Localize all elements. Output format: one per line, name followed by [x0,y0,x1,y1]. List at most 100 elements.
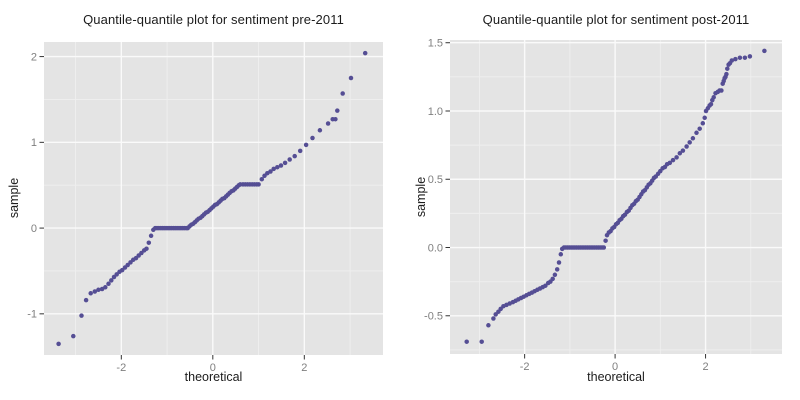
data-points [464,48,767,344]
x-tick-label: -2 [116,362,126,374]
y-axis-label: sample [414,176,428,218]
x-tick-label: 2 [301,362,307,374]
data-point [708,101,714,107]
data-point [543,283,548,288]
y-tick-label: 0.0 [428,242,443,254]
data-points [56,50,368,347]
y-tick-label: 1 [31,137,37,149]
plot-title: Quantile-quantile plot for sentiment pre… [83,12,344,27]
data-point [719,88,724,93]
axis-ticks [39,56,305,360]
data-point [680,148,686,153]
plot-panel-pre-2011: -2 0 2 -1 0 1 2 [27,42,383,374]
x-tick-label: -2 [520,361,530,373]
data-point [303,142,309,148]
data-point [554,267,560,272]
data-point [486,323,491,328]
data-point [340,91,345,96]
data-point [92,289,98,294]
data-point [694,130,699,136]
data-point [733,56,738,62]
data-point [83,297,89,303]
data-point [362,50,368,56]
data-point [558,252,564,257]
data-point [702,115,707,121]
data-point [256,182,261,187]
plot-panel-post-2011: -2 0 2 -0.5 0.0 0.5 1.0 1.5 [424,38,782,373]
data-point [96,287,101,293]
data-point [464,339,469,344]
panel-background [450,40,782,354]
data-point [725,66,730,71]
data-point [103,285,108,290]
qq-plot-post-2011: -2 0 2 -0.5 0.0 0.5 1.0 1.5 Quantile-quantile p… [400,0,800,400]
data-point [479,339,484,344]
data-point [275,164,280,170]
data-point [310,135,315,141]
data-point [292,153,297,159]
data-point [700,121,706,126]
data-point [287,157,292,162]
data-point [601,245,607,250]
data-point [677,151,683,156]
data-point [335,108,340,113]
x-tick-label: 2 [702,361,708,373]
data-point [742,55,748,60]
plot-title: Quantile-quantile plot for sentiment pos… [482,12,750,27]
data-point [71,333,76,339]
data-point [268,169,273,174]
data-point [687,140,692,145]
axis-ticks [445,42,707,359]
y-axis-label: sample [7,177,21,219]
data-point [603,238,608,243]
data-point [106,281,111,287]
x-axis-label: theoretical [587,370,645,384]
data-point [148,233,154,239]
data-point [747,54,753,59]
data-point [109,278,114,283]
data-point [297,148,303,154]
grid-major [450,40,782,354]
data-point [271,166,276,172]
y-tick-label: 0 [31,223,37,235]
data-point [146,240,152,245]
data-point [667,160,673,166]
data-point [552,272,558,278]
data-point [79,313,84,318]
data-point [259,176,265,182]
y-tick-label: 0.5 [428,174,443,186]
data-point [737,55,743,60]
y-tick-label: 1.5 [428,38,443,50]
x-axis-label: theoretical [184,370,243,384]
data-point [729,58,735,63]
grid-minor [450,40,782,354]
data-point [724,71,729,77]
data-point [348,75,354,81]
data-point [674,155,679,160]
data-point [282,160,288,166]
data-point [88,291,93,296]
data-point [556,260,562,265]
tick-labels: -2 0 2 -1 0 1 2 [27,51,307,374]
y-tick-label: 2 [31,51,37,63]
data-point [762,48,767,54]
data-point [56,341,61,347]
qq-plot-pre-2011: -2 0 2 -1 0 1 2 Quantile-quantile plot for sen… [7,12,383,384]
data-point [690,136,696,141]
data-point [697,126,702,131]
data-point [550,276,555,282]
y-tick-label: -0.5 [424,311,443,323]
data-point [491,316,496,321]
tick-labels: -2 0 2 -0.5 0.0 0.5 1.0 1.5 [424,38,709,373]
x-tick-label: 0 [612,361,618,373]
y-tick-label: 1.0 [428,106,443,118]
data-point [278,163,284,168]
data-point [325,121,331,126]
data-point [670,157,676,163]
x-tick-label: 0 [210,362,216,374]
data-point [333,116,338,122]
grid-major [44,42,383,355]
data-point [711,95,716,100]
y-tick-label: -1 [27,309,37,321]
